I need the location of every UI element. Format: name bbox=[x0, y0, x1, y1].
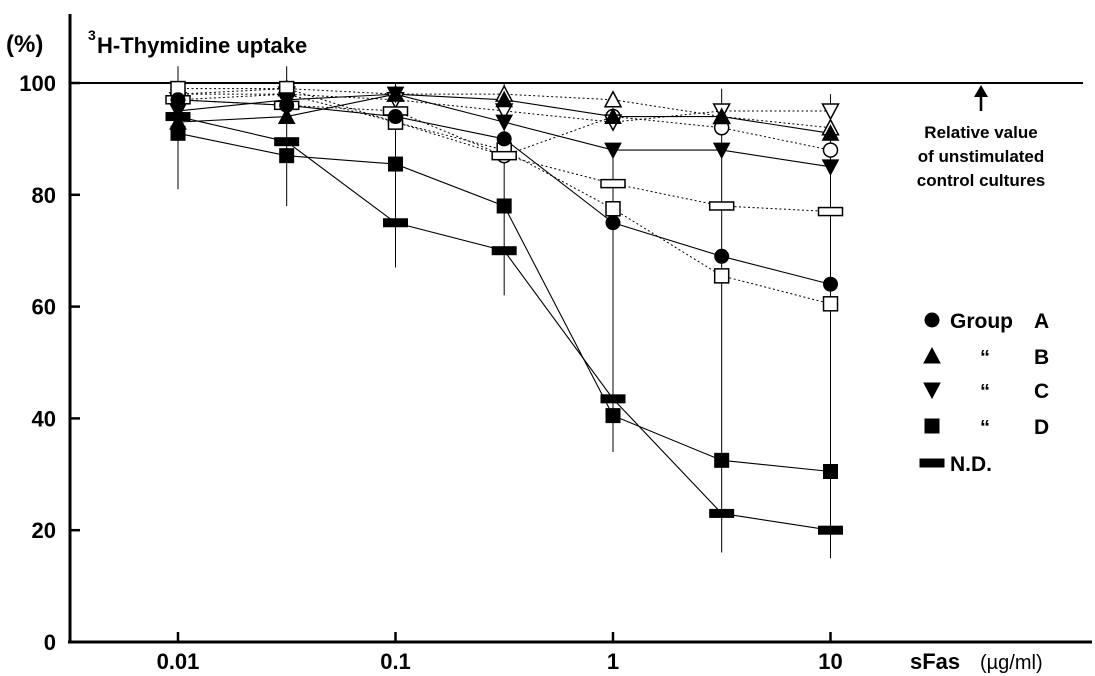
x-tick-labels: 0.01 0.1 1 10 bbox=[157, 632, 843, 674]
axes-layer bbox=[68, 14, 1092, 644]
data-point-filled-triangle-down bbox=[604, 142, 622, 160]
data-point-filled-triangle-up bbox=[712, 107, 731, 125]
x-tick-label: 10 bbox=[818, 649, 842, 674]
reference-annotation-line-2: of unstimulated bbox=[918, 147, 1045, 166]
data-point-filled-square bbox=[170, 125, 186, 141]
x-axis-unit: (µg/ml) bbox=[980, 652, 1043, 674]
legend-marker-dash bbox=[919, 458, 945, 468]
data-point-filled-triangle-up bbox=[495, 90, 514, 108]
y-tick-label: 0 bbox=[44, 630, 56, 655]
data-point-filled-dash bbox=[600, 394, 626, 404]
data-point-open-dash bbox=[600, 178, 626, 189]
legend-marker-square bbox=[924, 418, 940, 434]
data-point-open-dash bbox=[708, 201, 735, 211]
data-point-filled-circle bbox=[496, 131, 512, 147]
data-point-filled-triangle-down bbox=[386, 86, 405, 104]
data-point-filled-triangle-down bbox=[821, 159, 840, 176]
data-point-open-dash bbox=[491, 150, 517, 161]
legend: Group A “ B “ C “ D N.D. bbox=[919, 310, 1049, 476]
data-point-filled-circle bbox=[714, 248, 730, 264]
x-tick-label: 1 bbox=[607, 649, 619, 674]
data-point-filled-circle bbox=[388, 109, 403, 125]
x-tick-label: 0.01 bbox=[157, 649, 200, 674]
legend-label: “ bbox=[980, 347, 990, 369]
legend-group: C bbox=[1034, 380, 1049, 403]
legend-marker-triangle-down bbox=[923, 382, 941, 400]
data-point-open-square bbox=[713, 268, 730, 284]
data-point-filled-triangle-down bbox=[169, 103, 187, 121]
data-point-filled-dash bbox=[165, 112, 191, 122]
legend-label: Group bbox=[950, 310, 1013, 333]
y-tick-label: 60 bbox=[32, 295, 56, 320]
reference-annotation-line-1: Relative value bbox=[924, 123, 1037, 142]
y-tick-label: 20 bbox=[32, 518, 56, 543]
legend-group: D bbox=[1034, 416, 1049, 439]
legend-label: N.D. bbox=[950, 453, 992, 476]
y-unit-label: (%) bbox=[6, 31, 43, 58]
y-tick-label: 40 bbox=[32, 406, 56, 431]
data-point-filled-square bbox=[388, 156, 403, 172]
data-point-open-square bbox=[822, 296, 839, 312]
y-tick-label: 80 bbox=[32, 183, 56, 208]
data-point-filled-dash bbox=[491, 246, 517, 256]
reference-annotation: Relative value of unstimulated control c… bbox=[917, 85, 1045, 190]
data-point-open-square bbox=[605, 201, 621, 217]
data-point-filled-square bbox=[279, 148, 295, 164]
legend-marker-circle bbox=[924, 312, 940, 328]
data-point-open-circle bbox=[822, 142, 839, 158]
legend-label: “ bbox=[980, 381, 990, 403]
data-point-filled-dash bbox=[709, 508, 735, 518]
title-superscript: 3 bbox=[88, 27, 96, 43]
legend-marker-triangle-up bbox=[923, 346, 941, 364]
data-point-filled-triangle-down bbox=[712, 142, 731, 160]
y-tick-label: 100 bbox=[19, 71, 56, 96]
data-point-filled-circle bbox=[605, 215, 621, 231]
x-tick-label: 0.1 bbox=[380, 649, 411, 674]
data-point-filled-triangle-down bbox=[277, 92, 296, 109]
data-point-open-dash bbox=[817, 206, 844, 217]
data-point-open-triangle-up bbox=[603, 90, 623, 108]
data-point-filled-square bbox=[605, 408, 621, 424]
data-point-filled-circle bbox=[823, 276, 838, 292]
legend-group: A bbox=[1034, 310, 1049, 333]
reference-arrow-head bbox=[974, 85, 988, 97]
data-point-filled-dash bbox=[383, 218, 408, 228]
data-point-filled-triangle-down bbox=[495, 114, 514, 132]
data-point-open-triangle-down bbox=[821, 103, 840, 121]
data-point-filled-square bbox=[496, 198, 512, 214]
data-point-filled-dash bbox=[818, 525, 843, 535]
marker-layer bbox=[165, 78, 844, 535]
data-point-filled-dash bbox=[274, 137, 300, 147]
reference-annotation-line-3: control cultures bbox=[917, 171, 1045, 190]
data-point-filled-triangle-up bbox=[277, 107, 296, 125]
y-tick-labels: 0 20 40 60 80 100 bbox=[19, 71, 80, 655]
x-axis-label: sFas bbox=[910, 649, 960, 674]
data-point-filled-square bbox=[714, 452, 730, 468]
legend-group: B bbox=[1034, 346, 1049, 369]
chart-title: H-Thymidine uptake bbox=[97, 33, 307, 58]
data-point-filled-triangle-up bbox=[604, 107, 622, 125]
legend-label: “ bbox=[980, 417, 990, 439]
data-point-filled-triangle-up bbox=[821, 124, 840, 141]
data-point-filled-square bbox=[823, 464, 838, 480]
